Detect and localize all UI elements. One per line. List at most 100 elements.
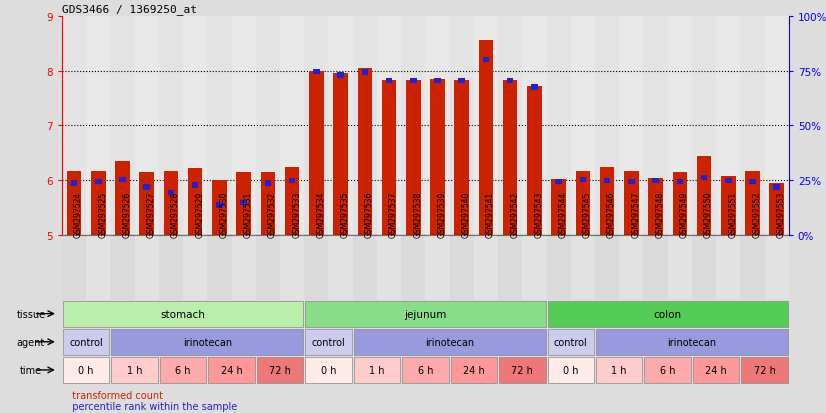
Text: time: time <box>20 365 42 375</box>
Bar <box>716 17 740 236</box>
Text: GSM297546: GSM297546 <box>607 191 616 237</box>
Bar <box>522 236 547 300</box>
Text: GSM297526: GSM297526 <box>122 191 131 237</box>
Bar <box>595 17 620 236</box>
Text: 24 h: 24 h <box>705 365 727 375</box>
Bar <box>236 173 251 236</box>
Text: 72 h: 72 h <box>269 365 291 375</box>
Text: 6 h: 6 h <box>660 365 676 375</box>
Text: GSM297529: GSM297529 <box>195 191 204 237</box>
Bar <box>382 81 396 236</box>
Bar <box>580 177 586 183</box>
Bar <box>740 17 765 236</box>
Bar <box>643 236 667 300</box>
Text: GSM297552: GSM297552 <box>752 191 762 237</box>
Bar <box>547 17 571 236</box>
Bar <box>451 357 497 383</box>
Text: control: control <box>311 337 345 347</box>
Bar <box>449 17 474 236</box>
Bar <box>112 329 303 355</box>
Text: jejunum: jejunum <box>404 309 447 319</box>
Bar <box>306 329 352 355</box>
Bar <box>552 180 566 236</box>
Bar <box>401 236 425 300</box>
Bar <box>721 177 735 236</box>
Bar <box>499 357 545 383</box>
Bar <box>144 185 150 190</box>
Text: GSM297528: GSM297528 <box>171 191 180 237</box>
Bar <box>119 177 126 183</box>
Bar <box>458 78 465 84</box>
Text: GSM297543: GSM297543 <box>534 191 544 237</box>
Text: 6 h: 6 h <box>418 365 433 375</box>
Bar <box>604 178 610 184</box>
Bar <box>498 236 522 300</box>
Bar <box>192 183 198 188</box>
Bar <box>353 236 377 300</box>
Bar <box>700 176 707 181</box>
Bar <box>62 236 86 300</box>
Bar <box>571 17 595 236</box>
Bar <box>507 78 514 84</box>
Text: GSM297533: GSM297533 <box>292 191 301 237</box>
Text: GSM297530: GSM297530 <box>220 191 229 237</box>
Text: GSM297553: GSM297553 <box>776 191 786 237</box>
Bar <box>474 236 498 300</box>
Text: GSM297537: GSM297537 <box>389 191 398 237</box>
Bar <box>140 173 154 236</box>
Bar <box>91 171 106 236</box>
Bar <box>745 171 760 236</box>
Bar <box>306 357 352 383</box>
Bar <box>135 236 159 300</box>
Text: GSM297548: GSM297548 <box>656 191 665 237</box>
Bar <box>111 236 135 300</box>
Text: GSM297531: GSM297531 <box>244 191 253 237</box>
Text: 24 h: 24 h <box>221 365 242 375</box>
Bar <box>111 17 135 236</box>
Text: 0 h: 0 h <box>320 365 336 375</box>
Bar <box>571 236 595 300</box>
Bar <box>280 17 304 236</box>
Text: GSM297536: GSM297536 <box>365 191 374 237</box>
Text: tissue: tissue <box>17 309 45 319</box>
Bar <box>527 87 542 236</box>
Text: 0 h: 0 h <box>563 365 578 375</box>
Bar <box>503 81 517 236</box>
Bar <box>354 329 545 355</box>
Bar <box>643 17 667 236</box>
Bar <box>188 169 202 236</box>
Bar <box>306 301 545 327</box>
Bar <box>164 172 178 236</box>
Bar <box>63 329 109 355</box>
Bar <box>63 301 303 327</box>
Bar <box>285 167 299 236</box>
Bar <box>231 17 256 236</box>
Text: 1 h: 1 h <box>611 365 627 375</box>
Text: GDS3466 / 1369250_at: GDS3466 / 1369250_at <box>62 5 197 15</box>
Bar <box>596 357 643 383</box>
Text: control: control <box>69 337 103 347</box>
Bar <box>765 17 789 236</box>
Bar <box>207 17 231 236</box>
Bar <box>648 178 662 236</box>
Text: GSM297541: GSM297541 <box>486 191 495 237</box>
Bar <box>624 171 638 236</box>
Text: irinotecan: irinotecan <box>183 337 232 347</box>
Bar <box>692 236 716 300</box>
Text: GSM297549: GSM297549 <box>680 191 689 237</box>
Bar <box>261 173 275 236</box>
Bar <box>264 181 271 187</box>
Bar <box>256 236 280 300</box>
Text: percentile rank within the sample: percentile rank within the sample <box>66 401 237 411</box>
Bar <box>280 236 304 300</box>
Bar <box>692 17 716 236</box>
Text: 6 h: 6 h <box>175 365 191 375</box>
Bar <box>67 171 81 236</box>
Bar <box>667 236 692 300</box>
Bar <box>257 357 303 383</box>
Bar <box>548 329 594 355</box>
Text: colon: colon <box>653 309 681 319</box>
Bar <box>406 81 420 236</box>
Bar <box>547 236 571 300</box>
Bar <box>425 236 449 300</box>
